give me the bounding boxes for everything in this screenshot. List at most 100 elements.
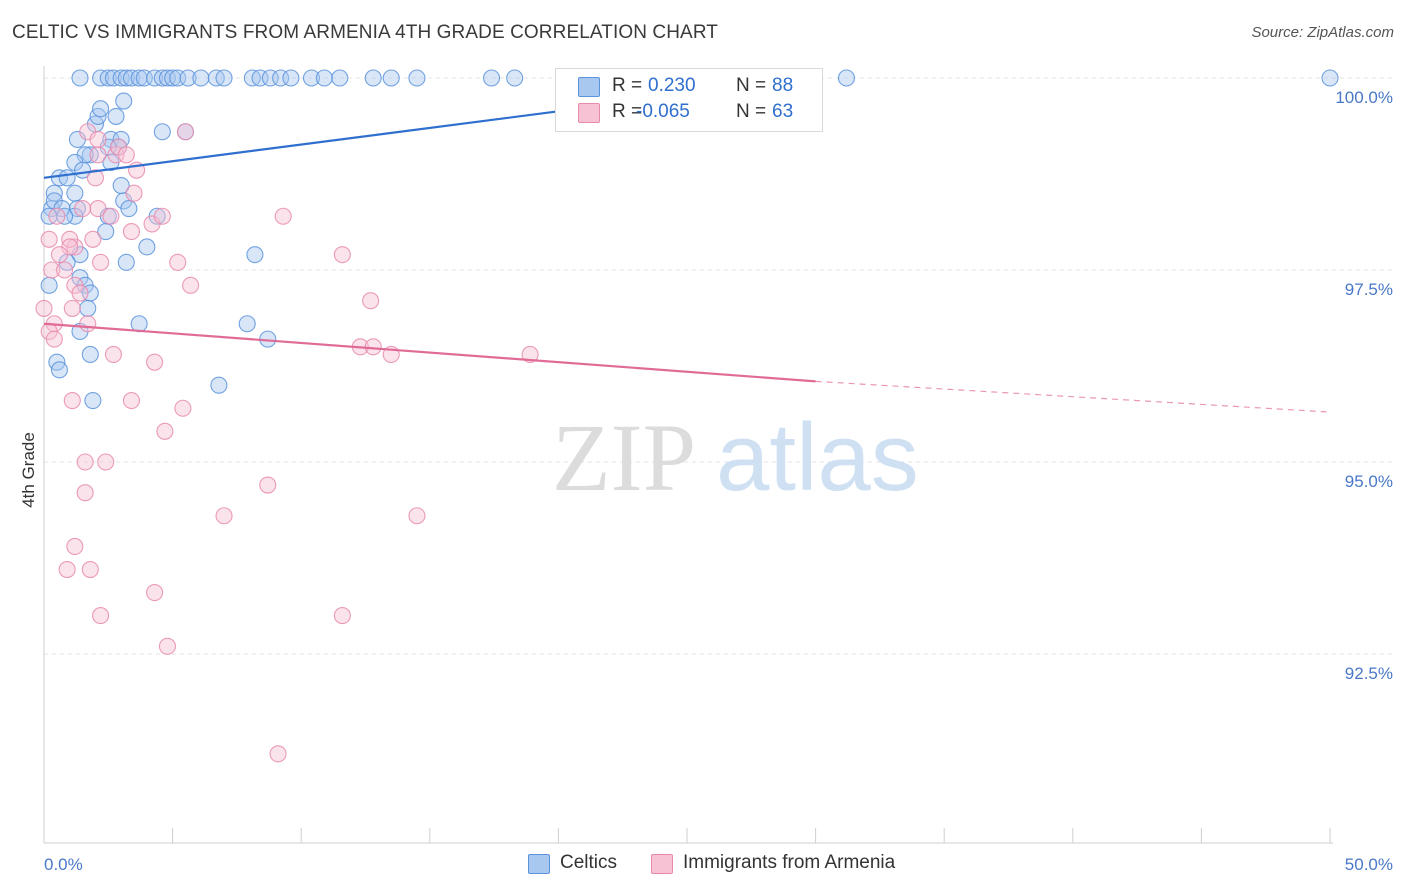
celtics-r-value: 0.230	[648, 75, 696, 96]
armenia-point	[66, 537, 84, 556]
armenia-point	[174, 399, 192, 417]
y-axis-ticks: 92.5% 95.0% 97.5% 100.0%	[1335, 88, 1393, 683]
celtics-swatch	[578, 77, 600, 97]
armenia-point	[43, 261, 61, 279]
armenia-point	[259, 476, 277, 494]
x-axis-ticks: 0.0% 50.0%	[44, 855, 1393, 874]
armenia-point	[122, 223, 140, 241]
x-tick-label: 0.0%	[44, 855, 83, 874]
armenia-point	[153, 207, 171, 225]
celtics-point	[302, 69, 321, 87]
celtics-n-value: 88	[772, 75, 794, 96]
celtics-point	[153, 69, 171, 87]
y-tick-label: 97.5%	[1345, 280, 1393, 299]
armenia-trend-line	[43, 322, 816, 383]
armenia-point	[76, 484, 94, 502]
y-tick-label: 92.5%	[1345, 664, 1393, 683]
armenia-point	[35, 299, 53, 317]
celtics-point	[120, 200, 138, 218]
armenia-n-value: 63	[772, 101, 794, 122]
celtics-point	[272, 69, 290, 87]
armenia-point	[122, 392, 140, 410]
armenia-point	[104, 345, 122, 364]
celtics-point	[97, 223, 115, 241]
celtics-point	[66, 184, 84, 202]
armenia-point	[158, 637, 177, 655]
armenia-point	[48, 207, 66, 225]
armenia-point	[117, 146, 135, 164]
armenia-point	[56, 261, 74, 279]
celtics-point	[71, 69, 89, 87]
armenia-point	[89, 146, 107, 164]
watermark-atlas: atlas	[716, 404, 919, 511]
n-label: N =	[736, 75, 767, 96]
celtics-point	[215, 69, 233, 87]
armenia-legend-swatch	[651, 854, 673, 874]
celtics-point	[408, 69, 426, 87]
data-points	[35, 69, 1339, 763]
armenia-point	[79, 315, 97, 333]
y-tick-label: 100.0%	[1335, 88, 1393, 107]
armenia-point	[215, 507, 233, 525]
celtics-point	[99, 69, 117, 87]
watermark: ZIP atlas	[552, 404, 919, 511]
celtics-point	[506, 69, 524, 87]
armenia-point	[408, 507, 426, 525]
armenia-point	[92, 607, 110, 625]
armenia-point	[362, 292, 380, 310]
watermark-zip: ZIP	[552, 404, 696, 511]
r-label: R =	[612, 101, 643, 122]
armenia-point	[146, 353, 164, 371]
chart-title: CELTIC VS IMMIGRANTS FROM ARMENIA 4TH GR…	[12, 22, 719, 43]
celtics-point	[117, 253, 135, 271]
celtics-point	[169, 69, 187, 87]
armenia-point	[89, 130, 107, 148]
armenia-point	[146, 584, 164, 602]
armenia-point	[71, 284, 89, 302]
axes	[43, 66, 1333, 844]
armenia-point	[63, 392, 81, 410]
celtics-point	[84, 392, 102, 410]
celtics-point	[179, 69, 197, 87]
armenia-point	[50, 246, 68, 264]
y-axis-label: 4th Grade	[19, 432, 38, 508]
celtics-point	[138, 238, 156, 256]
armenia-point	[102, 207, 120, 225]
armenia-point	[40, 230, 58, 248]
celtics-point	[112, 69, 130, 87]
armenia-swatch	[578, 103, 600, 123]
armenia-r-value: -0.065	[636, 101, 690, 122]
armenia-point	[58, 560, 76, 579]
celtics-point	[261, 69, 279, 87]
celtics-point	[79, 299, 97, 317]
armenia-point	[45, 330, 63, 348]
celtics-point	[115, 92, 133, 110]
armenia-point	[182, 276, 200, 294]
armenia-point	[63, 299, 81, 317]
armenia-point	[86, 169, 104, 187]
stats-legend: R = 0.230 N = 88 R = -0.065 N = 63	[555, 68, 823, 132]
celtics-point	[117, 69, 135, 87]
series-legend: Celtics Immigrants from Armenia	[0, 852, 1406, 878]
armenia-legend-label: Immigrants from Armenia	[683, 852, 896, 873]
celtics-point	[837, 69, 856, 87]
celtics-point	[238, 315, 256, 333]
celtics-point	[107, 107, 125, 125]
source-label: Source: ZipAtlas.com	[1251, 24, 1394, 41]
armenia-point	[81, 560, 99, 579]
celtics-legend-label: Celtics	[560, 852, 618, 873]
armenia-point	[269, 745, 287, 763]
celtics-point	[382, 69, 400, 87]
armenia-point	[84, 230, 102, 248]
celtics-point	[58, 169, 76, 187]
armenia-point	[169, 253, 187, 271]
celtics-point	[130, 69, 148, 87]
armenia-trend-extension	[815, 380, 1331, 413]
celtics-legend-swatch	[528, 854, 550, 874]
n-label: N =	[736, 101, 767, 122]
armenia-point	[125, 184, 143, 202]
celtics-point	[135, 69, 153, 87]
celtics-point	[81, 345, 99, 364]
celtics-point	[50, 361, 68, 379]
